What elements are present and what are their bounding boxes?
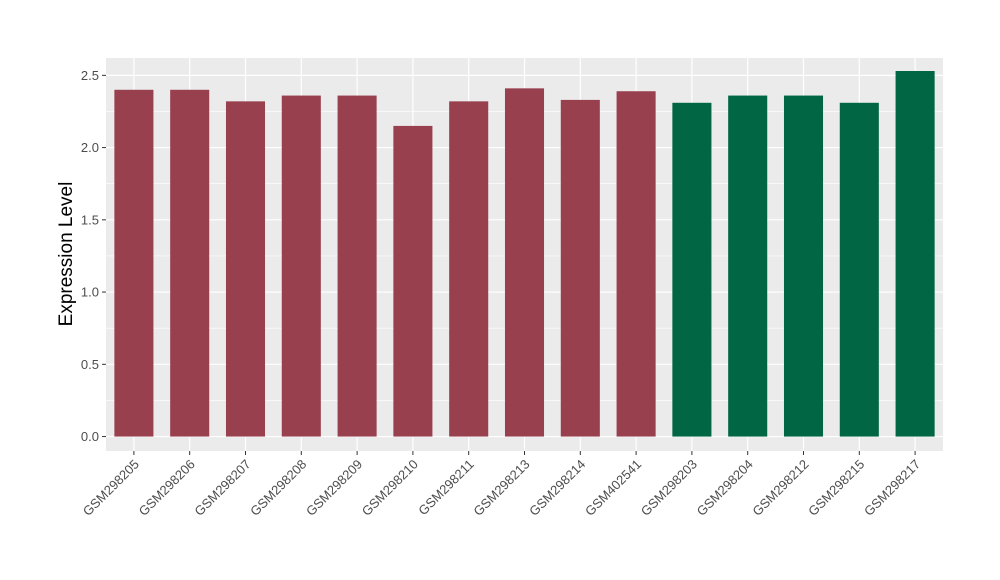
bar-GSM298212 <box>783 95 824 437</box>
x-tick-label: GSM298209 <box>303 457 365 519</box>
x-tick-label: GSM298212 <box>749 457 811 519</box>
x-tick-label: GSM298207 <box>191 457 253 519</box>
x-tick-label: GSM298206 <box>136 457 198 519</box>
x-tick-label: GSM298211 <box>415 457 477 519</box>
bar-GSM298210 <box>393 125 433 437</box>
x-tick-label: GSM298208 <box>247 457 309 519</box>
bar-GSM298215 <box>839 102 879 437</box>
y-tick-label: 1.5 <box>81 212 99 227</box>
bar-GSM298203 <box>672 102 712 437</box>
bar-GSM298206 <box>170 89 210 437</box>
bar-GSM298208 <box>281 95 321 437</box>
x-tick-label: GSM298217 <box>861 457 923 519</box>
y-tick-label: 1.0 <box>81 285 99 300</box>
bar-GSM298207 <box>225 101 266 437</box>
bar-series <box>114 71 935 437</box>
bar-GSM298205 <box>114 89 154 437</box>
bar-GSM298211 <box>449 101 489 437</box>
x-tick-label: GSM298213 <box>470 457 532 519</box>
bar-GSM402541 <box>616 91 656 437</box>
x-axis: GSM298205GSM298206GSM298207GSM298208GSM2… <box>80 451 923 519</box>
y-tick-label: 0.5 <box>81 357 99 372</box>
bar-GSM298214 <box>560 99 600 437</box>
y-axis: 0.0 0.5 1.0 1.5 2.0 2.5 <box>81 68 106 444</box>
bar-GSM298213 <box>504 88 545 437</box>
bar-GSM298217 <box>895 71 935 437</box>
x-tick-label: GSM402541 <box>582 457 644 519</box>
x-tick-label: GSM298203 <box>638 457 700 519</box>
x-tick-label: GSM298215 <box>805 457 867 519</box>
bar-GSM298209 <box>337 95 377 437</box>
x-tick-label: GSM298210 <box>359 457 421 519</box>
y-tick-label: 2.5 <box>81 68 99 83</box>
x-tick-label: GSM298204 <box>694 457 756 519</box>
bar-GSM298204 <box>728 95 768 437</box>
y-tick-label: 0.0 <box>81 429 99 444</box>
x-tick-label: GSM298214 <box>526 457 588 519</box>
y-tick-label: 2.0 <box>81 140 99 155</box>
x-tick-label: GSM298205 <box>80 457 142 519</box>
y-axis-title: Expression Level <box>56 182 77 327</box>
